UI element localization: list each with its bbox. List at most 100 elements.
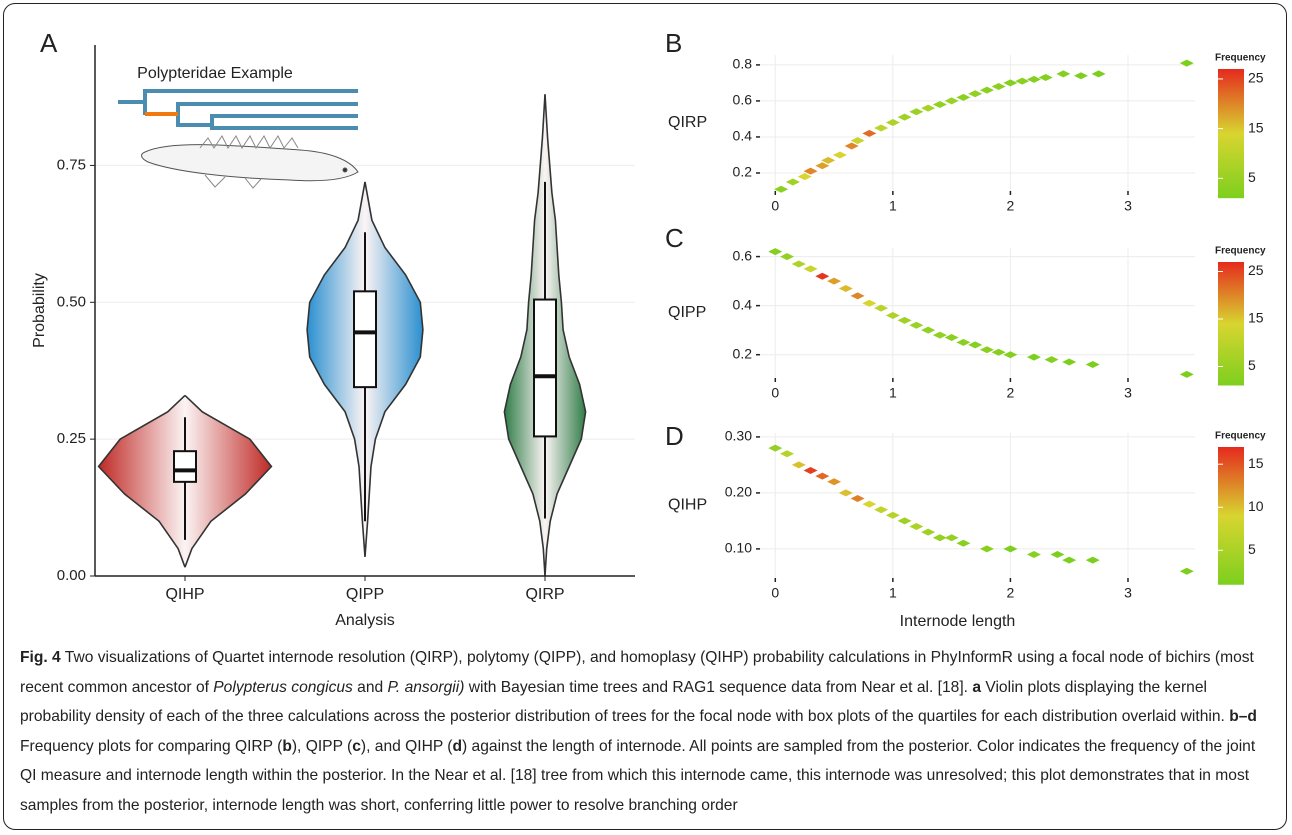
y-tick-label: 0.10 (725, 540, 752, 556)
point (1056, 70, 1071, 78)
caption-text: Violin plots displaying the kernel proba… (20, 678, 1230, 726)
point (797, 173, 812, 181)
point (968, 90, 983, 98)
point (979, 86, 994, 94)
point (780, 450, 795, 458)
point (897, 316, 912, 324)
violin-half (306, 181, 366, 557)
caption-text: ) against the length of internode. All p… (20, 737, 1256, 814)
point (1015, 77, 1030, 85)
point (838, 489, 853, 497)
point (821, 156, 836, 164)
point (791, 461, 806, 469)
y-tick-label: 0.4 (733, 296, 753, 312)
point (1038, 74, 1053, 82)
colorbar-tick-label: 15 (1248, 119, 1264, 135)
caption-bold: c (352, 737, 361, 755)
figure: 0.000.250.500.75 Polypteridae ExampleQIH… (31, 28, 1266, 630)
colorbar-tick-label: 5 (1248, 169, 1256, 185)
violin-half (544, 94, 587, 577)
point (850, 495, 865, 503)
y-axis-label: QIRP (668, 114, 707, 131)
y-tick-label: 0.75 (57, 156, 86, 173)
point (1179, 370, 1194, 378)
point (803, 265, 818, 273)
point (1085, 556, 1100, 564)
colorbar-tick-label: 25 (1248, 70, 1264, 86)
y-axis-label: Probability (31, 273, 48, 348)
point (1026, 353, 1041, 361)
point (874, 506, 889, 514)
violin-half (97, 394, 186, 568)
point (874, 124, 889, 132)
point (1003, 79, 1018, 87)
colorbar (1218, 447, 1244, 585)
colorbar-tick-label: 5 (1248, 357, 1256, 373)
colorbar-tick-label: 10 (1248, 498, 1264, 514)
x-tick-label: 0 (771, 198, 779, 214)
point (785, 178, 800, 186)
x-tick-label: 2 (1007, 385, 1015, 401)
point (932, 331, 947, 339)
panel-label: C (665, 223, 684, 253)
y-tick-label: 0.6 (733, 247, 753, 263)
colorbar-tick-label: 15 (1248, 455, 1264, 471)
figure-frame (3, 3, 1287, 830)
caption-text: and (352, 678, 388, 696)
point (1179, 567, 1194, 575)
point (1062, 358, 1077, 366)
point (897, 517, 912, 525)
x-tick-label: 2 (1007, 198, 1015, 214)
figure-caption: Fig. 4 Two visualizations of Quartet int… (20, 643, 1275, 821)
point (832, 151, 847, 159)
point (885, 311, 900, 319)
point (1003, 351, 1018, 359)
point (803, 467, 818, 475)
point (944, 97, 959, 105)
legend-title: Frequency (1215, 246, 1266, 257)
caption-text: ), and QIHP ( (360, 737, 453, 755)
point (968, 341, 983, 349)
y-tick-label: 0.30 (725, 428, 752, 444)
x-tick-label: 1 (889, 385, 897, 401)
violin-half (503, 94, 546, 577)
point (956, 93, 971, 101)
point (1085, 361, 1100, 369)
point (850, 137, 865, 145)
y-tick-label: 0.2 (733, 164, 753, 180)
panel-label: D (665, 421, 684, 451)
y-axis-label: QIPP (668, 304, 706, 321)
legend-title: Frequency (1215, 431, 1266, 442)
point (874, 304, 889, 312)
caption-text: ), QIPP ( (291, 737, 353, 755)
point (844, 142, 859, 150)
y-axis-label: QIHP (668, 497, 707, 514)
x-tick-label: QIPP (346, 586, 384, 603)
point (815, 162, 830, 170)
point (803, 167, 818, 175)
point (921, 326, 936, 334)
point (827, 277, 842, 285)
point (909, 108, 924, 116)
caption-bold: a (972, 678, 982, 696)
panel-label: B (665, 28, 682, 58)
point (791, 260, 806, 268)
caption-text: Two visualizations of Quartet internode … (20, 649, 1254, 696)
caption-bold: b (282, 737, 292, 755)
point (956, 338, 971, 346)
y-tick-label: 0.20 (725, 484, 752, 500)
caption-text: with Bayesian time trees and RAG1 sequen… (464, 678, 973, 696)
point (1044, 356, 1059, 364)
caption-italic: Polypterus congicus (213, 678, 353, 696)
point (774, 185, 789, 193)
point (862, 129, 877, 137)
point (979, 545, 994, 553)
x-tick-label: 1 (889, 198, 897, 214)
point (1050, 550, 1065, 558)
point (1026, 75, 1041, 83)
point (885, 511, 900, 519)
point (909, 522, 924, 530)
colorbar-tick-label: 15 (1248, 310, 1264, 326)
x-axis-label: Internode length (900, 613, 1016, 630)
point (768, 444, 783, 452)
